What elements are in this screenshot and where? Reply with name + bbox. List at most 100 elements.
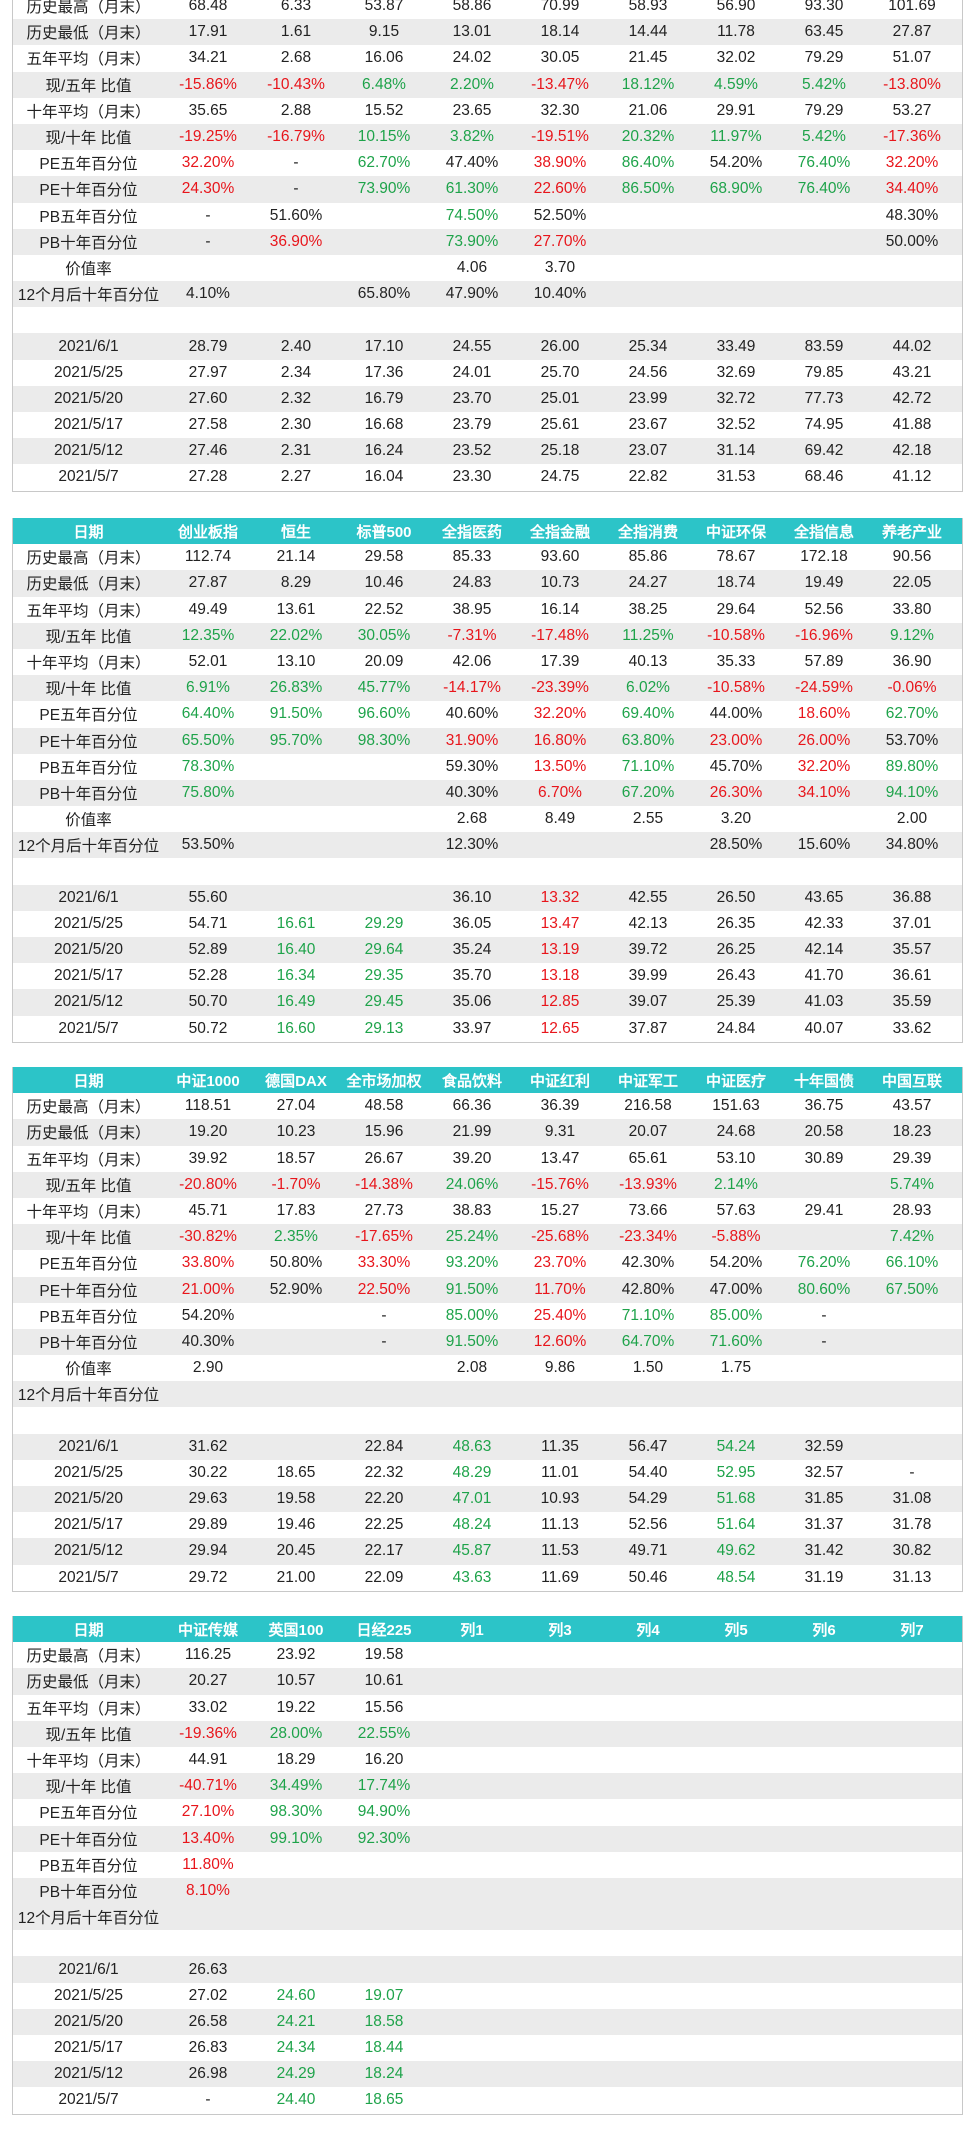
table-cell: 22.09 — [364, 1568, 404, 1586]
table-row: 现/十年 比值 -40.71% 34.49% 17.74% — [13, 1773, 962, 1800]
column-header: 标普500 — [356, 523, 412, 541]
row-label: 2021/5/25 — [54, 363, 123, 381]
table-cell: 18.44 — [364, 2039, 404, 2057]
row-label: PE十年百分位 — [39, 182, 138, 200]
table-cell: -16.79% — [267, 128, 325, 146]
row-label: 五年平均（月末） — [26, 51, 151, 69]
table-cell: 31.78 — [892, 1516, 932, 1534]
table-cell: 32.72 — [716, 389, 756, 407]
row-label: 12个月后十年百分位 — [17, 1910, 160, 1928]
table-cell: 24.01 — [452, 363, 492, 381]
table-cell: 23.67 — [628, 416, 668, 434]
table-cell: - — [205, 2091, 211, 2109]
table-cell: 93.20% — [445, 1254, 499, 1272]
table-cell: 32.57 — [804, 1463, 844, 1481]
table-cell: 23.70 — [452, 389, 492, 407]
table-cell: 48.24 — [452, 1516, 492, 1534]
table-cell: 42.06 — [452, 653, 492, 671]
table-cell: 28.93 — [892, 1202, 932, 1220]
table-cell: 35.57 — [892, 941, 932, 959]
table-cell: 18.65 — [364, 2091, 404, 2109]
table-cell: 12.65 — [540, 1019, 580, 1037]
table-row: 2021/5/20 29.63 19.58 22.20 47.01 10.93 54.29 5… — [13, 1486, 962, 1513]
table-cell: 27.46 — [188, 442, 228, 460]
table-cell: 48.30% — [885, 206, 939, 224]
row-label: 历史最低（月末） — [26, 576, 151, 594]
valuation-table: 日期 创业板指 恒生 标普500 全指医药 全指金融 全指消费 中证环保 全指信息 养老产业 历史最… — [12, 518, 963, 1043]
table-row: PB十年百分位 8.10% — [13, 1877, 962, 1905]
table-row: PE五年百分位 32.20% - 62.70% 47.40% 38.90% 86.40% 54… — [13, 150, 962, 176]
valuation-table: 日期 中证1000 德国DAX 全市场加权 食品饮料 中证红利 中证军工 中证医疗 十年国债 中国… — [12, 1067, 963, 1592]
table-cell: 85.00% — [445, 1306, 499, 1324]
table-cell: 79.29 — [804, 101, 844, 119]
table-cell: 39.07 — [628, 993, 668, 1011]
table-cell: 24.75 — [540, 468, 580, 486]
table-cell: 73.90% — [357, 180, 411, 198]
table-cell: 24.02 — [452, 49, 492, 67]
table-cell: 116.25 — [184, 1646, 232, 1664]
table-row: 2021/5/17 26.83 24.34 18.44 — [13, 2035, 962, 2061]
table-cell: 16.24 — [364, 442, 404, 460]
table-cell: 4.59% — [714, 75, 758, 93]
table-cell: 79.85 — [804, 363, 844, 381]
table-cell: -19.36% — [179, 1724, 237, 1742]
table-row: 2021/5/12 26.98 24.29 18.24 — [13, 2061, 962, 2088]
table-cell: 42.18 — [892, 442, 932, 460]
table-cell: 55.60 — [188, 888, 228, 906]
table-cell: 18.58 — [364, 2012, 404, 2030]
table-cell: 96.60% — [357, 705, 411, 723]
row-label: 2021/5/12 — [54, 993, 123, 1011]
table-cell: 172.18 — [800, 548, 848, 566]
table-cell: 23.00% — [709, 731, 763, 749]
table-cell: 30.22 — [188, 1463, 228, 1481]
table-cell: 9.86 — [544, 1359, 576, 1377]
row-label: 12个月后十年百分位 — [17, 287, 160, 305]
table-cell: 42.14 — [804, 941, 844, 959]
table-cell: 118.51 — [184, 1097, 232, 1115]
table-cell: 52.28 — [188, 967, 228, 985]
table-cell: 27.02 — [188, 1986, 228, 2004]
table-cell: 3.20 — [720, 810, 752, 828]
table-cell: 216.58 — [624, 1097, 672, 1115]
table-cell: 85.33 — [452, 548, 492, 566]
table-cell: 10.57 — [276, 1672, 316, 1690]
table-cell: 25.34 — [628, 337, 668, 355]
table-cell: 20.07 — [628, 1123, 668, 1141]
table-cell: 5.74% — [890, 1175, 934, 1193]
table-cell: 65.80% — [357, 285, 411, 303]
table-cell: -40.71% — [179, 1777, 237, 1795]
table-cell: 21.45 — [628, 49, 668, 67]
row-label: 2021/5/17 — [54, 967, 123, 985]
row-label: 现/五年 比值 — [45, 1177, 132, 1195]
table-cell: 27.73 — [364, 1202, 404, 1220]
table-row: 现/十年 比值 -30.82% 2.35% -17.65% 25.24% -25.68% -… — [13, 1224, 962, 1251]
table-cell: 29.29 — [364, 914, 404, 932]
table-cell: 17.91 — [188, 23, 228, 41]
table-cell: 78.30% — [181, 757, 235, 775]
row-label: PB十年百分位 — [39, 785, 138, 803]
table-cell: 32.69 — [716, 363, 756, 381]
table-cell: 49.49 — [188, 600, 228, 618]
table-row: 价值率 2.90 2.08 9.86 1.50 1.75 — [13, 1355, 962, 1381]
table-cell: 48.58 — [364, 1097, 404, 1115]
table-cell: 112.74 — [184, 548, 232, 566]
table-row: 2021/5/7 27.28 2.27 16.04 23.30 24.75 22.82 31.… — [13, 464, 962, 490]
table-cell: 24.56 — [628, 363, 668, 381]
table-cell: 54.40 — [628, 1463, 668, 1481]
table-cell: 64.40% — [181, 705, 235, 723]
table-cell: 16.04 — [364, 468, 404, 486]
table-cell: 66.10% — [885, 1254, 939, 1272]
table-cell: 13.19 — [540, 941, 580, 959]
table-cell: 45.77% — [357, 679, 411, 697]
table-cell: 23.70% — [533, 1254, 587, 1272]
spacer-row — [13, 307, 962, 333]
table-cell: 21.14 — [276, 548, 316, 566]
table-cell: 52.01 — [188, 653, 228, 671]
table-cell: 47.40% — [445, 154, 499, 172]
table-cell: 26.58 — [188, 2012, 228, 2030]
table-cell: 78.67 — [716, 548, 756, 566]
column-header: 中证医疗 — [705, 1072, 766, 1090]
table-row: 历史最低（月末） 20.27 10.57 10.61 — [13, 1668, 962, 1695]
table-cell: 24.83 — [452, 574, 492, 592]
table-cell: 73.66 — [628, 1202, 668, 1220]
